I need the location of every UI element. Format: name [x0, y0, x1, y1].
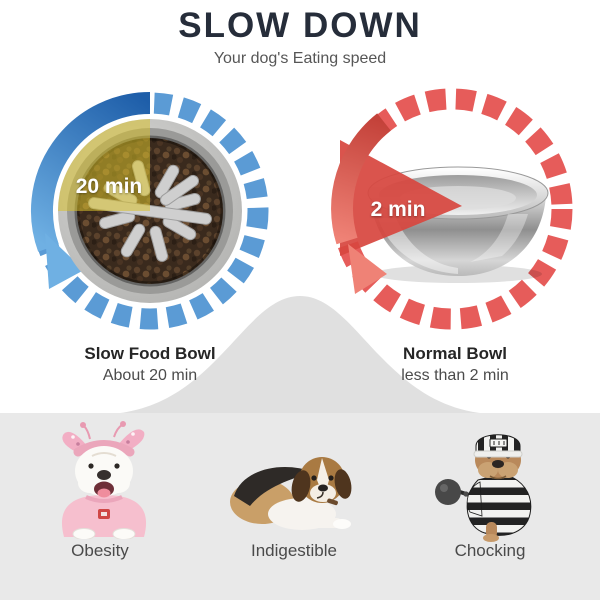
indigestible-dog-illustration	[230, 457, 352, 530]
consequence-label-chocking: Chocking	[454, 541, 526, 560]
slow-bowl-clock-graphic: 20 min	[31, 92, 269, 330]
red-time-wedge	[340, 140, 462, 256]
normal-bowl-duration: less than 2 min	[401, 367, 509, 385]
normal-bowl-time-label: 2 min	[371, 198, 426, 221]
consequence-label-obesity: Obesity	[71, 541, 129, 560]
gray-mound-shape	[108, 296, 492, 414]
obese-dog-illustration	[61, 421, 147, 539]
blue-arrowhead-icon	[45, 233, 84, 289]
consequence-label-indigestible: Indigestible	[250, 541, 337, 560]
ball-and-chain-icon	[435, 479, 461, 505]
normal-bowl-clock-graphic: 2 min	[331, 88, 573, 330]
normal-bowl-name: Normal Bowl	[403, 344, 507, 363]
red-dashed-ring	[331, 88, 573, 330]
page-subtitle: Your dog's Eating speed	[213, 50, 387, 67]
chocking-dog-illustration	[435, 434, 532, 542]
red-arrowhead-icon	[348, 244, 387, 294]
slow-bowl-time-label: 20 min	[76, 175, 143, 198]
slow-bowl-duration: About 20 min	[102, 367, 198, 385]
page-title: SLOW DOWN	[178, 6, 422, 45]
red-solid-arc	[331, 113, 392, 245]
slow-bowl-caption-block: Slow Food Bowl About 20 min	[30, 344, 270, 386]
slow-feeder-bowl-photo	[58, 119, 242, 303]
blue-solid-arc	[31, 92, 151, 252]
yellow-time-quadrant	[58, 119, 150, 211]
normal-bowl-caption-block: Normal Bowl less than 2 min	[335, 344, 575, 386]
slow-bowl-name: Slow Food Bowl	[84, 344, 216, 363]
clock-hand-short	[159, 174, 200, 206]
